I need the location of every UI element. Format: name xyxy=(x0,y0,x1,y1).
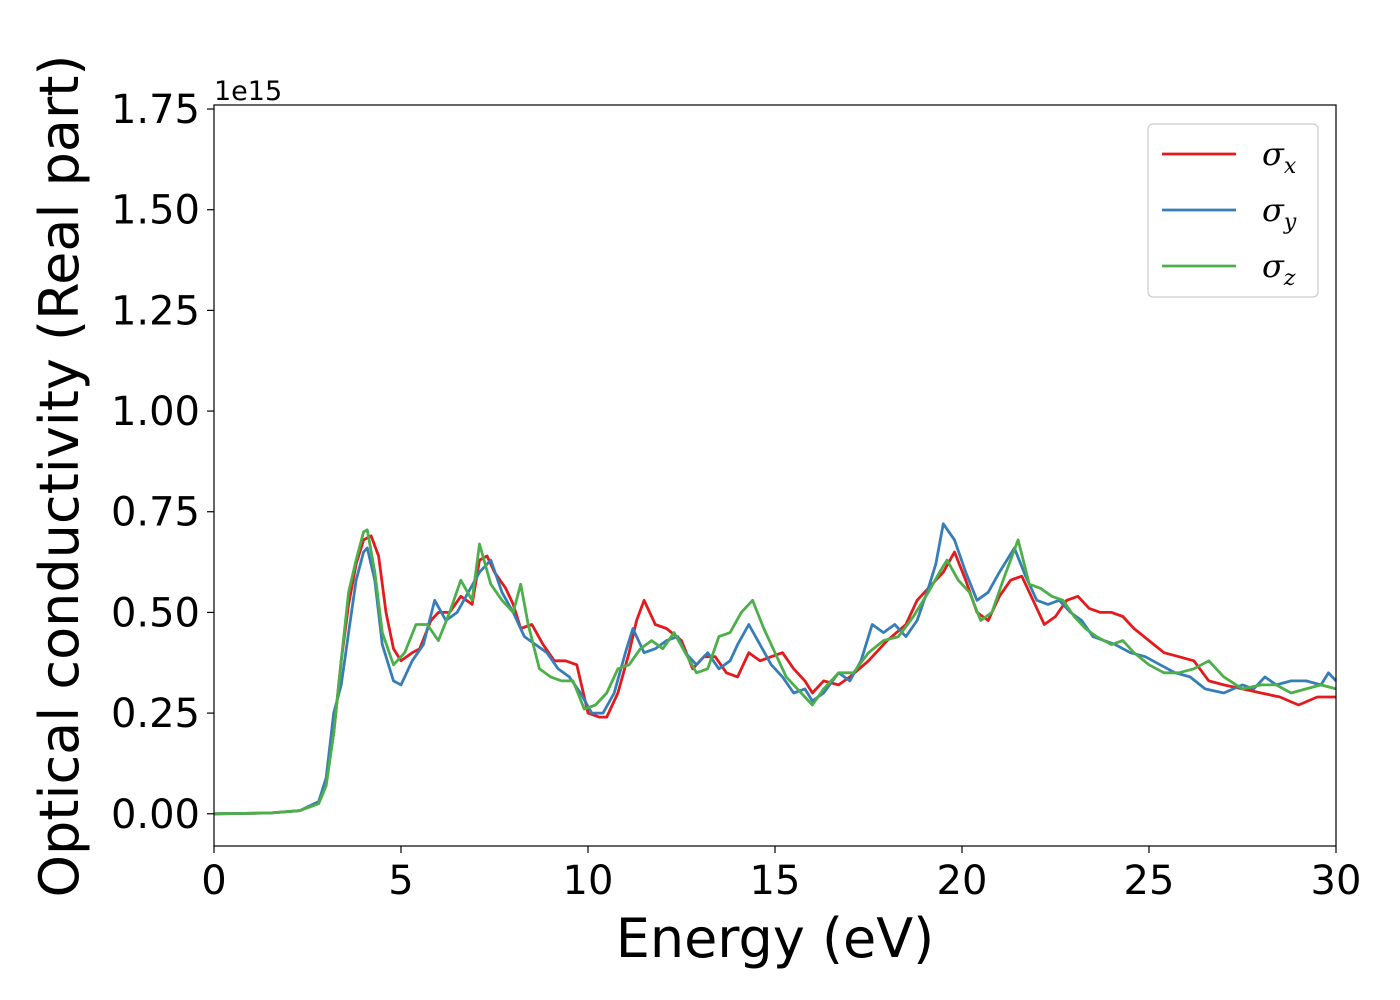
y-tick-label: 0.00 xyxy=(111,792,200,838)
x-tick-label: 5 xyxy=(388,858,413,904)
x-tick-label: 10 xyxy=(563,858,614,904)
y-tick-label: 1.75 xyxy=(111,87,200,133)
y-axis-ticks: 0.00 0.25 0.50 0.75 1.00 1.25 1.50 1.75 xyxy=(111,87,214,838)
y-tick-label: 0.25 xyxy=(111,691,200,737)
x-tick-label: 30 xyxy=(1311,858,1362,904)
y-tick-label: 0.75 xyxy=(111,490,200,536)
series-line-x xyxy=(213,534,1336,816)
y-tick-label: 1.50 xyxy=(111,188,200,234)
x-axis-ticks: 0 5 10 15 20 25 30 xyxy=(201,846,1361,904)
series-line-y xyxy=(213,522,1338,816)
y-offset-label: 1e15 xyxy=(214,76,282,107)
y-tick-label: 1.25 xyxy=(111,288,200,334)
legend-label-z: σz xyxy=(1262,247,1296,291)
x-tick-label: 0 xyxy=(201,858,226,904)
series-line-z xyxy=(213,528,1337,816)
y-tick-label: 0.50 xyxy=(111,590,200,636)
x-tick-label: 15 xyxy=(750,858,801,904)
x-tick-label: 20 xyxy=(937,858,988,904)
x-axis-label: Energy (eV) xyxy=(616,907,935,970)
series-layer xyxy=(213,522,1338,816)
y-axis-label: Optical conductivity (Real part) xyxy=(28,55,91,898)
x-tick-label: 25 xyxy=(1124,858,1175,904)
y-tick-label: 1.00 xyxy=(111,389,200,435)
